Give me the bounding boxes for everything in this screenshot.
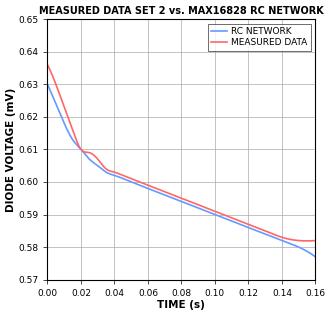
MEASURED DATA	[167, 191, 171, 195]
MEASURED DATA	[203, 206, 207, 210]
RC NETWORK	[313, 255, 317, 259]
MEASURED DATA	[224, 214, 228, 218]
RC NETWORK	[93, 162, 97, 166]
MEASURED DATA	[247, 223, 251, 227]
RC NETWORK	[45, 82, 49, 86]
Line: MEASURED DATA: MEASURED DATA	[47, 65, 315, 241]
MEASURED DATA	[93, 154, 97, 158]
Title: MEASURED DATA SET 2 vs. MAX16828 RC NETWORK: MEASURED DATA SET 2 vs. MAX16828 RC NETW…	[39, 6, 324, 15]
MEASURED DATA	[305, 239, 309, 243]
MEASURED DATA	[45, 63, 49, 67]
MEASURED DATA	[313, 239, 317, 242]
RC NETWORK	[203, 209, 207, 213]
MEASURED DATA	[115, 171, 118, 175]
Line: RC NETWORK: RC NETWORK	[47, 84, 315, 257]
RC NETWORK	[115, 174, 118, 178]
X-axis label: TIME (s): TIME (s)	[158, 301, 205, 310]
Legend: RC NETWORK, MEASURED DATA: RC NETWORK, MEASURED DATA	[208, 24, 311, 51]
RC NETWORK	[224, 217, 228, 221]
RC NETWORK	[247, 226, 251, 230]
RC NETWORK	[167, 195, 171, 198]
Y-axis label: DIODE VOLTAGE (mV): DIODE VOLTAGE (mV)	[6, 87, 16, 211]
